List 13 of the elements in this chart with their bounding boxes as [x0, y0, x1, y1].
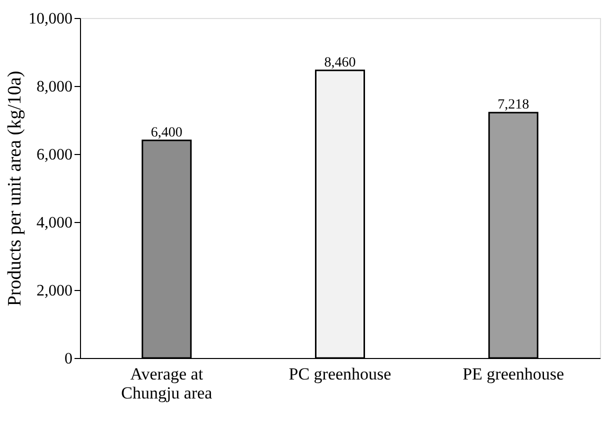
data-label: 8,460 [324, 55, 356, 70]
y-tick-label: 4,000 [36, 214, 72, 232]
data-label: 6,400 [150, 125, 182, 140]
y-tick-label: 0 [64, 350, 72, 368]
y-axis-title: Products per unit area (kg/10a) [4, 70, 26, 306]
y-tick-label: 10,000 [28, 10, 72, 28]
x-tick-label: PE greenhouse [462, 364, 564, 384]
x-tick-label: PC greenhouse [288, 364, 392, 384]
x-tick-label: Average at Chungju area [121, 364, 213, 402]
data-label: 7,218 [498, 98, 530, 113]
y-tick-label: 2,000 [36, 282, 72, 300]
y-tick-label: 6,000 [36, 146, 72, 164]
y-tick-label: 8,000 [36, 78, 72, 96]
